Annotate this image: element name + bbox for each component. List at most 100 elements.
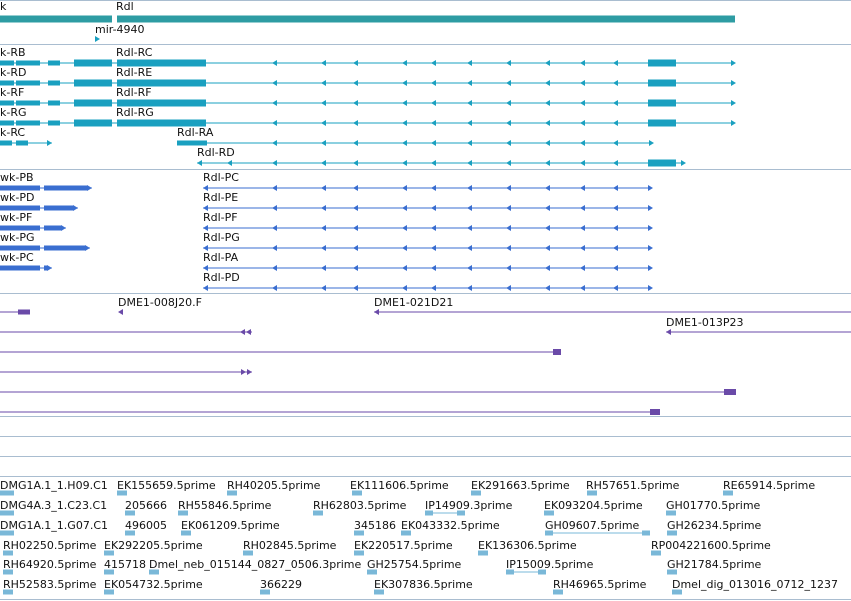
protein-label[interactable]: Rdl-PD bbox=[203, 271, 240, 284]
est-label[interactable]: GH21784.5prime bbox=[667, 558, 762, 571]
est-label[interactable]: 205666 bbox=[125, 499, 167, 512]
protein-label[interactable]: Rdl-PE bbox=[203, 191, 239, 204]
est-label[interactable]: 496005 bbox=[125, 519, 167, 532]
exon-block bbox=[648, 59, 676, 67]
est-label[interactable]: 415718 bbox=[104, 558, 146, 571]
protein-label[interactable]: Rdl-PF bbox=[203, 211, 238, 224]
exon-block bbox=[104, 550, 114, 556]
protein-label[interactable]: wk-PC bbox=[0, 251, 34, 264]
arrow-left-icon bbox=[402, 160, 407, 166]
arrow-left-icon bbox=[431, 100, 436, 106]
est-label[interactable]: EK111606.5prime bbox=[350, 479, 449, 492]
est-label[interactable]: EK054732.5prime bbox=[104, 578, 203, 591]
est-label[interactable]: EK093204.5prime bbox=[544, 499, 643, 512]
arrow-right-icon bbox=[648, 265, 653, 271]
exon-block bbox=[3, 550, 13, 556]
arrow-left-icon bbox=[580, 80, 585, 86]
est-label[interactable]: RH62803.5prime bbox=[313, 499, 407, 512]
transcript-label[interactable]: k-RF bbox=[0, 86, 25, 99]
est-label[interactable]: EK043332.5prime bbox=[401, 519, 500, 532]
exon-block bbox=[587, 490, 597, 496]
est-label[interactable]: EK292205.5prime bbox=[104, 539, 203, 552]
exon-block bbox=[648, 99, 676, 107]
est-label[interactable]: EK155659.5prime bbox=[117, 479, 216, 492]
est-label[interactable]: EK136306.5prime bbox=[478, 539, 577, 552]
arrow-left-icon bbox=[353, 205, 358, 211]
est-label[interactable]: RP004221600.5prime bbox=[651, 539, 771, 552]
est-label[interactable]: 345186 bbox=[354, 519, 396, 532]
est-label[interactable]: GH25754.5prime bbox=[367, 558, 462, 571]
transcript-label[interactable]: k-RC bbox=[0, 126, 26, 139]
clone-label[interactable]: DME1-021D21 bbox=[374, 296, 454, 309]
est-label[interactable]: IP14909.3prime bbox=[425, 499, 513, 512]
est-label[interactable]: RH46965.5prime bbox=[553, 578, 647, 591]
arrow-left-icon bbox=[321, 265, 326, 271]
est-label[interactable]: DMG1A.1_1.H09.C1 bbox=[0, 479, 108, 492]
est-label[interactable]: RH40205.5prime bbox=[227, 479, 321, 492]
transcript-label[interactable]: Rdl-RG bbox=[116, 106, 154, 119]
est-label[interactable]: 366229 bbox=[260, 578, 302, 591]
exon-block bbox=[667, 569, 677, 575]
est-label[interactable]: Dmel_neb_015144_0827_0506.3prime bbox=[149, 558, 362, 571]
est-label[interactable]: DMG1A.1_1.G07.C1 bbox=[0, 519, 109, 532]
est-label[interactable]: IP15009.5prime bbox=[506, 558, 594, 571]
protein-label[interactable]: Rdl-PC bbox=[203, 171, 239, 184]
exon-block bbox=[117, 99, 206, 107]
arrow-left-icon bbox=[272, 285, 277, 291]
arrow-left-icon bbox=[613, 100, 618, 106]
gene-label-rdl[interactable]: Rdl bbox=[116, 0, 134, 13]
arrow-left-icon bbox=[321, 285, 326, 291]
transcript-label[interactable]: Rdl-RF bbox=[116, 86, 152, 99]
est-label[interactable]: RH57651.5prime bbox=[586, 479, 680, 492]
mirna-label[interactable]: mir-4940 bbox=[95, 23, 145, 36]
arrow-left-icon bbox=[467, 140, 472, 146]
est-label[interactable]: EK061209.5prime bbox=[181, 519, 280, 532]
exon-block bbox=[545, 530, 553, 536]
exon-block bbox=[0, 140, 12, 146]
est-label[interactable]: GH01770.5prime bbox=[666, 499, 761, 512]
transcript-label[interactable]: k-RB bbox=[0, 46, 26, 59]
est-label[interactable]: RH64920.5prime bbox=[3, 558, 97, 571]
transcript-label[interactable]: Rdl-RD bbox=[197, 146, 235, 159]
est-label[interactable]: DMG4A.3_1.C23.C1 bbox=[0, 499, 108, 512]
transcript-label[interactable]: Rdl-RA bbox=[177, 126, 214, 139]
exon-block bbox=[18, 309, 30, 315]
arrow-left-icon bbox=[431, 265, 436, 271]
protein-label[interactable]: Rdl-PA bbox=[203, 251, 239, 264]
est-label[interactable]: GH09607.5prime bbox=[545, 519, 640, 532]
arrow-left-icon bbox=[545, 160, 550, 166]
est-label[interactable]: RH02845.5prime bbox=[243, 539, 337, 552]
protein-label[interactable]: wk-PB bbox=[0, 171, 34, 184]
transcript-label[interactable]: k-RG bbox=[0, 106, 27, 119]
gene-label-partial[interactable]: k bbox=[0, 0, 7, 13]
arrow-left-icon bbox=[402, 205, 407, 211]
exon-block bbox=[354, 530, 364, 536]
exon-block bbox=[104, 589, 114, 595]
arrow-left-icon bbox=[545, 205, 550, 211]
transcript-label[interactable]: Rdl-RE bbox=[116, 66, 153, 79]
est-label[interactable]: GH26234.5prime bbox=[667, 519, 762, 532]
protein-label[interactable]: Rdl-PG bbox=[203, 231, 240, 244]
est-label[interactable]: EK307836.5prime bbox=[374, 578, 473, 591]
protein-label[interactable]: wk-PF bbox=[0, 211, 33, 224]
clone-label[interactable]: DME1-008J20.F bbox=[118, 296, 202, 309]
est-label[interactable]: RH52583.5prime bbox=[3, 578, 97, 591]
track-separator bbox=[0, 436, 851, 437]
exon-block bbox=[723, 490, 733, 496]
transcript-label[interactable]: Rdl-RC bbox=[116, 46, 153, 59]
protein-label[interactable]: wk-PD bbox=[0, 191, 35, 204]
clone-label[interactable]: DME1-013P23 bbox=[666, 316, 744, 329]
est-label[interactable]: RH55846.5prime bbox=[178, 499, 272, 512]
arrow-left-icon bbox=[431, 140, 436, 146]
transcript-label[interactable]: k-RD bbox=[0, 66, 27, 79]
est-label[interactable]: EK220517.5prime bbox=[354, 539, 453, 552]
est-label[interactable]: RH02250.5prime bbox=[3, 539, 97, 552]
est-label[interactable]: EK291663.5prime bbox=[471, 479, 570, 492]
est-label[interactable]: RE65914.5prime bbox=[723, 479, 816, 492]
est-label[interactable]: Dmel_dig_013016_0712_1237 bbox=[672, 578, 839, 591]
exon-block bbox=[667, 530, 677, 536]
arrow-left-icon bbox=[272, 225, 277, 231]
exon-block bbox=[0, 530, 14, 536]
protein-label[interactable]: wk-PG bbox=[0, 231, 35, 244]
exon-block bbox=[672, 589, 682, 595]
